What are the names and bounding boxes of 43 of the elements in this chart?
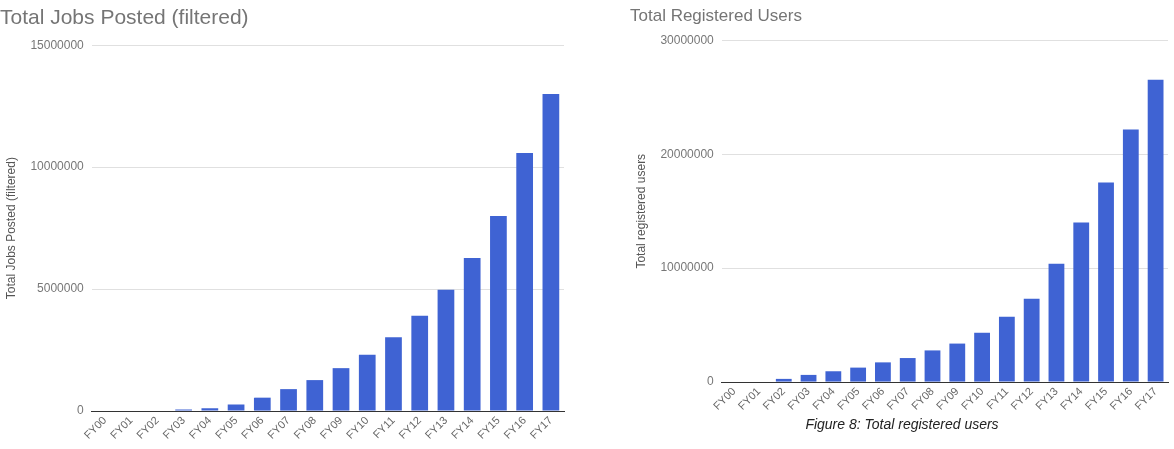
- y-tick-label: 10000000: [660, 260, 715, 275]
- bar: [998, 316, 1015, 382]
- y-axis-title: Total Jobs Posted (filtered): [3, 157, 18, 300]
- bar: [1147, 79, 1164, 382]
- y-tick-label: 0: [707, 374, 715, 389]
- bar: [1023, 298, 1040, 382]
- bar: [385, 337, 402, 411]
- chart-title: Total Registered Users: [630, 5, 802, 25]
- bar: [850, 367, 867, 382]
- bar: [825, 371, 842, 382]
- y-tick-label: 5000000: [37, 281, 85, 296]
- bar: [516, 153, 534, 411]
- y-tick-label: 0: [77, 403, 85, 418]
- bar: [875, 362, 891, 382]
- bar: [332, 368, 350, 411]
- caption: Figure 8: Total registered users: [804, 416, 1000, 432]
- bar: [775, 378, 792, 382]
- bar: [949, 343, 966, 382]
- bar: [463, 257, 481, 411]
- bar: [1073, 222, 1090, 382]
- y-tick-label: 20000000: [660, 146, 715, 161]
- y-tick-label: 10000000: [30, 159, 85, 174]
- bar: [974, 332, 990, 382]
- bar: [800, 374, 817, 382]
- y-tick-label: 30000000: [660, 32, 715, 47]
- bar: [1122, 129, 1139, 382]
- y-tick-label: 15000000: [30, 37, 85, 52]
- bar: [253, 397, 271, 411]
- bar: [306, 380, 324, 411]
- y-axis-title: Total registered users: [633, 153, 648, 269]
- bar: [1098, 182, 1114, 382]
- bar: [280, 389, 297, 411]
- chart-title: Total Jobs Posted (filtered): [0, 5, 249, 29]
- bar: [899, 358, 916, 382]
- bar: [542, 93, 560, 411]
- bar: [201, 408, 219, 411]
- bar: [924, 350, 941, 382]
- bar: [490, 215, 507, 411]
- bar: [358, 354, 376, 411]
- bar: [411, 315, 429, 411]
- bar: [437, 289, 455, 411]
- bar: [227, 404, 245, 411]
- bar: [1048, 263, 1065, 382]
